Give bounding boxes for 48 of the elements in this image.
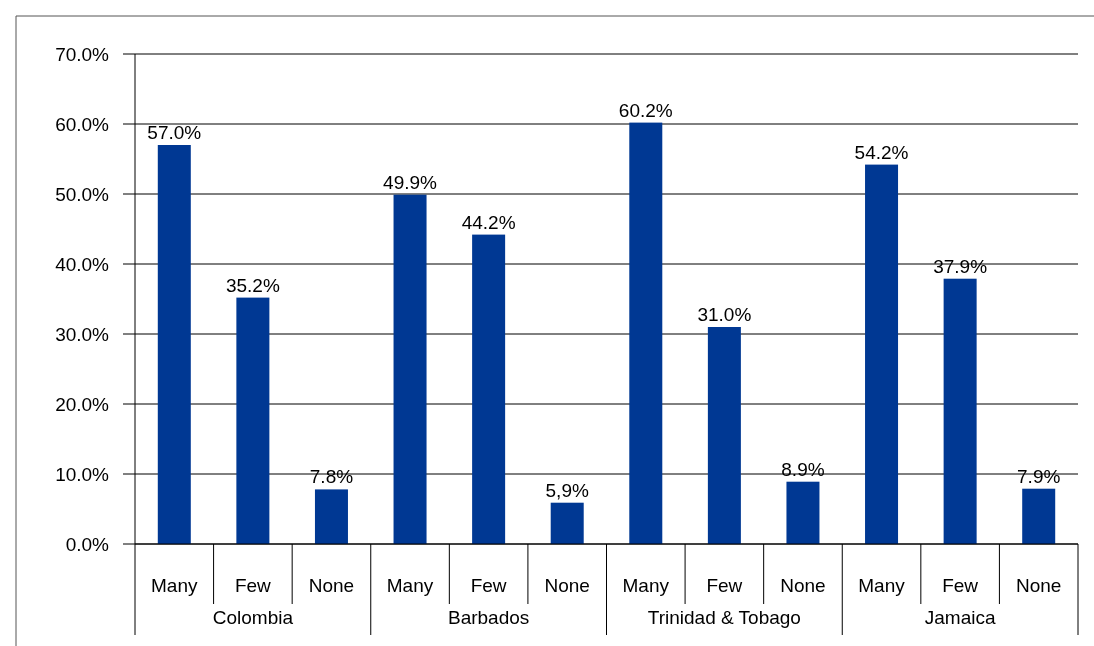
data-label: 35.2% [225, 274, 280, 296]
x-tick-label: Many [858, 575, 906, 596]
y-tick-label: 40.0% [55, 253, 110, 275]
bar [236, 297, 270, 544]
data-label: 8.9% [781, 458, 825, 480]
data-label: 49.9% [383, 171, 438, 193]
y-tick-label: 30.0% [55, 323, 110, 345]
data-label: 31.0% [697, 304, 752, 325]
data-label: 44.2% [461, 211, 516, 233]
y-tick-label: 10.0% [55, 463, 110, 485]
data-label: 7.9% [1017, 465, 1061, 487]
data-label: 37.9% [933, 255, 988, 277]
y-tick-label: 70.0% [55, 43, 110, 65]
y-tick-label: 50.0% [55, 183, 110, 205]
x-tick-label: None [308, 575, 355, 596]
data-label: 57.0% [147, 122, 202, 143]
x-tick-label: Many [622, 575, 670, 596]
bar [550, 502, 584, 544]
bar [865, 164, 899, 544]
bar [943, 278, 977, 544]
bar [786, 481, 820, 544]
data-label: 54.2% [854, 141, 909, 163]
y-tick-label: 60.0% [55, 113, 110, 135]
text: Jamaica [924, 607, 996, 628]
x-tick-label: Many [386, 575, 434, 596]
y-tick-label: 0.0% [65, 533, 110, 555]
bar [393, 194, 427, 544]
data-label: 60.2% [618, 99, 673, 121]
x-tick-label: Few [706, 575, 743, 596]
bar [472, 234, 506, 544]
data-label: 7.8% [309, 466, 354, 488]
text: Barbados [447, 607, 530, 628]
bar [707, 327, 741, 544]
x-tick-label: None [1016, 575, 1062, 596]
bar [629, 122, 663, 544]
x-tick-label: None [780, 575, 826, 596]
y-tick-label: 20.0% [55, 393, 110, 415]
x-tick-label: Many [151, 575, 199, 596]
text: Trinidad & Tobago [647, 607, 801, 628]
x-tick-label: Few [942, 575, 979, 596]
data-label: 5,9% [545, 479, 589, 501]
x-tick-label: Few [470, 575, 507, 596]
text: Colombia [212, 607, 294, 628]
x-tick-label: Few [234, 575, 272, 596]
x-tick-label: None [544, 575, 590, 596]
bar [314, 489, 348, 544]
bar [157, 145, 191, 544]
bar [1022, 488, 1056, 544]
